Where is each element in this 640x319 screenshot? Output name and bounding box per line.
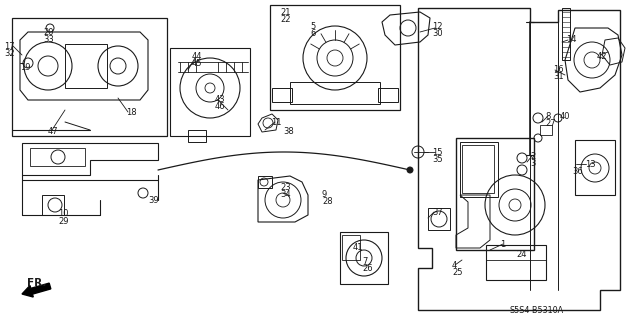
Text: 46: 46 [215, 102, 226, 111]
Text: 38: 38 [283, 127, 294, 136]
Text: 9: 9 [322, 190, 327, 199]
Text: 6: 6 [310, 29, 316, 38]
Bar [340, 232, 388, 284]
Bar [456, 138, 534, 250]
Text: 41: 41 [353, 243, 364, 252]
Text: 47: 47 [48, 127, 59, 136]
Bar [65, 44, 107, 88]
Bar [188, 130, 206, 142]
Text: S5S4-B5310A: S5S4-B5310A [510, 306, 564, 315]
Bar [460, 142, 498, 197]
Text: 37: 37 [432, 208, 443, 217]
Text: 42: 42 [597, 52, 607, 61]
Text: 27: 27 [545, 119, 556, 128]
Bar [540, 125, 552, 135]
Text: 31: 31 [553, 72, 564, 81]
Text: 26: 26 [362, 264, 372, 273]
Text: 1: 1 [500, 240, 505, 249]
Text: 19: 19 [20, 63, 31, 72]
Bar [486, 245, 546, 280]
Circle shape [407, 167, 413, 173]
Text: 17: 17 [4, 42, 15, 51]
Text: 11: 11 [271, 118, 282, 127]
Text: 43: 43 [215, 95, 226, 104]
Bar [270, 5, 400, 110]
Text: 45: 45 [192, 59, 202, 68]
Bar [42, 195, 64, 215]
Text: 4: 4 [452, 261, 457, 270]
Bar [462, 145, 494, 193]
Text: 5: 5 [310, 22, 316, 31]
Text: 29: 29 [58, 217, 68, 226]
Text: 2: 2 [530, 152, 535, 161]
Text: 35: 35 [432, 155, 443, 164]
Bar [272, 88, 292, 102]
Text: 30: 30 [432, 29, 443, 38]
Text: 33: 33 [43, 35, 54, 44]
Bar [12, 18, 167, 136]
Bar [258, 176, 272, 188]
Bar [575, 140, 615, 195]
Text: 14: 14 [566, 35, 577, 44]
Text: 18: 18 [126, 108, 136, 117]
Text: 22: 22 [280, 15, 291, 24]
Bar [170, 48, 250, 136]
Text: 28: 28 [322, 197, 333, 206]
Text: 36: 36 [572, 167, 583, 176]
Bar [562, 8, 570, 60]
Bar [428, 208, 450, 230]
Text: 16: 16 [553, 65, 564, 74]
Text: 13: 13 [585, 160, 596, 169]
FancyArrow shape [22, 283, 51, 297]
Bar [342, 235, 360, 260]
Text: 25: 25 [452, 268, 463, 277]
Text: 34: 34 [280, 190, 291, 199]
Text: 8: 8 [545, 112, 550, 121]
Bar [30, 148, 85, 166]
Text: 40: 40 [560, 112, 570, 121]
Text: 12: 12 [432, 22, 442, 31]
Text: 24: 24 [516, 250, 527, 259]
Text: 15: 15 [432, 148, 442, 157]
Text: 21: 21 [280, 8, 291, 17]
Text: 3: 3 [530, 159, 536, 168]
Text: FR.: FR. [27, 278, 46, 288]
Bar [290, 82, 380, 104]
Text: 7: 7 [362, 257, 367, 266]
Text: 39: 39 [148, 196, 159, 205]
Text: 32: 32 [4, 49, 15, 58]
Text: 20: 20 [43, 28, 54, 37]
Text: 44: 44 [192, 52, 202, 61]
Text: 23: 23 [280, 183, 291, 192]
Text: 10: 10 [58, 209, 68, 218]
Bar [378, 88, 398, 102]
